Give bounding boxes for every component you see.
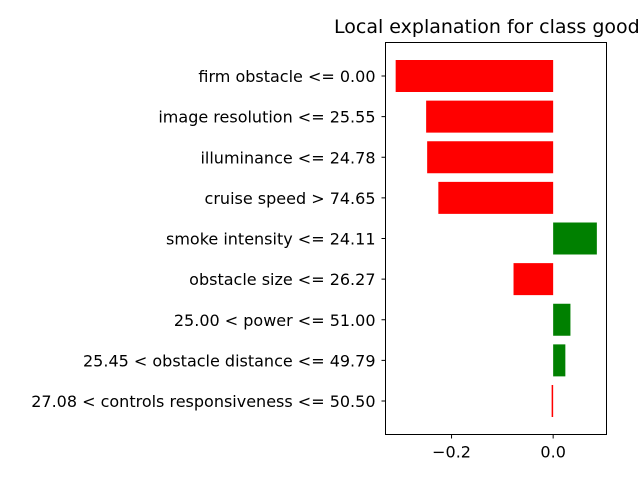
bar-0 xyxy=(395,60,554,92)
y-tick-label-3: cruise speed > 74.65 xyxy=(205,189,376,208)
x-axis: −0.2 0.0 xyxy=(432,434,566,462)
y-tick-label-0: firm obstacle <= 0.00 xyxy=(198,67,375,86)
bar-6 xyxy=(553,303,571,336)
bar-1 xyxy=(426,100,554,133)
y-tick-label-6: 25.00 < power <= 51.00 xyxy=(174,311,376,330)
y-tick-label-1: image resolution <= 25.55 xyxy=(158,108,375,127)
x-tick-label-0: −0.2 xyxy=(432,443,471,462)
y-tick-labels: firm obstacle <= 0.00 image resolution <=… xyxy=(31,67,386,411)
plot-frame xyxy=(385,42,607,435)
y-tick-label-4: smoke intensity <= 24.11 xyxy=(166,230,376,249)
y-tick-label-8: 27.08 < controls responsiveness <= 50.50 xyxy=(31,392,375,411)
chart-title: Local explanation for class good xyxy=(334,16,640,38)
x-tick-label-1: 0.0 xyxy=(540,443,565,462)
y-tick-label-2: illuminance <= 24.78 xyxy=(200,148,375,167)
y-tick-label-5: obstacle size <= 26.27 xyxy=(189,270,375,289)
bar-7 xyxy=(553,344,566,377)
bars-group xyxy=(395,60,597,417)
bar-5 xyxy=(513,263,554,296)
bar-3 xyxy=(438,181,554,214)
bar-2 xyxy=(427,141,554,174)
bar-8 xyxy=(551,385,554,417)
bar-4 xyxy=(553,222,597,255)
y-tick-label-7: 25.45 < obstacle distance <= 49.79 xyxy=(83,351,376,370)
